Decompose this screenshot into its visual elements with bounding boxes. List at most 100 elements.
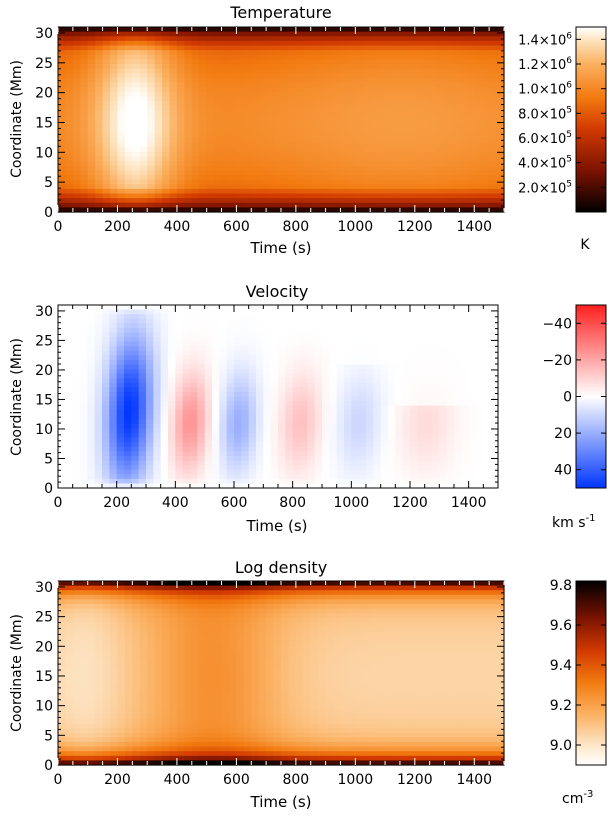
heatmap-cell	[292, 337, 301, 343]
heatmap-cell	[285, 337, 294, 343]
heatmap-cell	[124, 73, 133, 79]
heatmap-cell	[65, 161, 74, 167]
heatmap-cell	[444, 31, 453, 37]
heatmap-cell	[263, 437, 272, 443]
heatmap-cell	[355, 184, 364, 190]
heatmap-cell	[243, 147, 252, 153]
heatmap-cell	[241, 309, 250, 315]
heatmap-cell	[414, 165, 423, 171]
heatmap-cell	[333, 114, 342, 121]
heatmap-cell	[87, 350, 96, 356]
heatmap-cell	[292, 323, 301, 329]
heatmap-cell	[444, 188, 453, 195]
heatmap-cell	[176, 138, 185, 144]
heatmap-cell	[459, 142, 468, 148]
heatmap-cell	[461, 346, 470, 352]
heatmap-cell	[424, 442, 433, 448]
heatmap-cell	[199, 50, 208, 56]
heatmap-cell	[236, 27, 245, 33]
heatmap-cell	[292, 442, 301, 448]
heatmap-cell	[58, 165, 67, 171]
heatmap-cell	[451, 138, 460, 144]
heatmap-cell	[414, 77, 423, 84]
heatmap-cell	[439, 428, 448, 434]
heatmap-cell	[110, 207, 119, 213]
heatmap-cell	[417, 474, 426, 480]
heatmap-cell	[204, 405, 213, 411]
heatmap-cell	[303, 142, 312, 148]
heatmap-cell	[191, 96, 200, 102]
heatmap-cell	[175, 446, 184, 452]
heatmap-cell	[241, 373, 250, 379]
heatmap-cell	[80, 87, 89, 93]
heatmap-cell	[226, 318, 235, 324]
heatmap-cell	[219, 442, 228, 448]
heatmap-cell	[288, 184, 297, 190]
heatmap-cell	[65, 138, 74, 144]
heatmap-cell	[300, 405, 308, 411]
heatmap-cell	[139, 27, 148, 33]
heatmap-cell	[410, 323, 418, 329]
heatmap-cell	[241, 396, 250, 402]
heatmap-cell	[322, 460, 330, 466]
heatmap-cell	[197, 483, 206, 489]
heatmap-cell	[102, 40, 111, 47]
heatmap-cell	[362, 73, 371, 79]
heatmap-cell	[102, 314, 110, 320]
heatmap-cell	[110, 77, 119, 84]
heatmap-cell	[318, 119, 327, 125]
heatmap-cell	[281, 110, 290, 116]
heatmap-cell	[414, 68, 423, 74]
heatmap-cell	[395, 433, 404, 439]
heatmap-cell	[446, 359, 455, 366]
heatmap-cell	[278, 419, 286, 425]
heatmap-cell	[219, 378, 228, 384]
heatmap-cell	[109, 378, 118, 384]
heatmap-cell	[266, 50, 275, 56]
heatmap-cell	[355, 105, 364, 111]
heatmap-cell	[228, 179, 237, 185]
heatmap-cell	[417, 350, 426, 356]
heatmap-cell	[65, 147, 74, 153]
heatmap-cell	[65, 451, 74, 457]
heatmap-cell	[168, 428, 176, 434]
heatmap-cell	[206, 31, 215, 37]
heatmap-cell	[176, 59, 185, 65]
heatmap-cell	[402, 332, 411, 338]
heatmap-cell	[234, 337, 242, 343]
heatmap-cell	[228, 31, 237, 37]
heatmap-cell	[256, 332, 264, 338]
heatmap-cell	[446, 474, 455, 480]
heatmap-cell	[72, 391, 81, 398]
heatmap-cell	[325, 45, 334, 51]
heatmap-cell	[138, 478, 147, 485]
heatmap-cell	[251, 110, 260, 116]
heatmap-cell	[355, 170, 364, 176]
heatmap-cell	[176, 36, 185, 42]
heatmap-cell	[154, 184, 163, 190]
heatmap-cell	[307, 474, 316, 480]
heatmap-cell	[132, 45, 141, 51]
heatmap-cell	[87, 387, 96, 393]
heatmap-cell	[169, 64, 178, 70]
heatmap-cell	[117, 36, 126, 42]
heatmap-cell	[131, 346, 140, 352]
heatmap-cell	[236, 133, 245, 139]
heatmap-cell	[154, 198, 163, 204]
heatmap-cell	[258, 147, 267, 153]
heatmap-cell	[169, 101, 178, 107]
heatmap-cell	[80, 142, 89, 148]
heatmap-cell	[139, 77, 148, 84]
heatmap-cell	[310, 82, 319, 88]
heatmap-cell	[256, 401, 264, 407]
heatmap-cell	[102, 419, 110, 425]
heatmap-cell	[116, 474, 125, 480]
heatmap-cell	[117, 91, 126, 97]
heatmap-cell	[380, 369, 389, 375]
heatmap-cell	[325, 96, 334, 102]
heatmap-cell	[116, 423, 125, 430]
heatmap-cell	[300, 323, 308, 329]
heatmap-cell	[146, 410, 154, 416]
heatmap-cell	[162, 175, 171, 181]
heatmap-cell	[476, 396, 484, 402]
